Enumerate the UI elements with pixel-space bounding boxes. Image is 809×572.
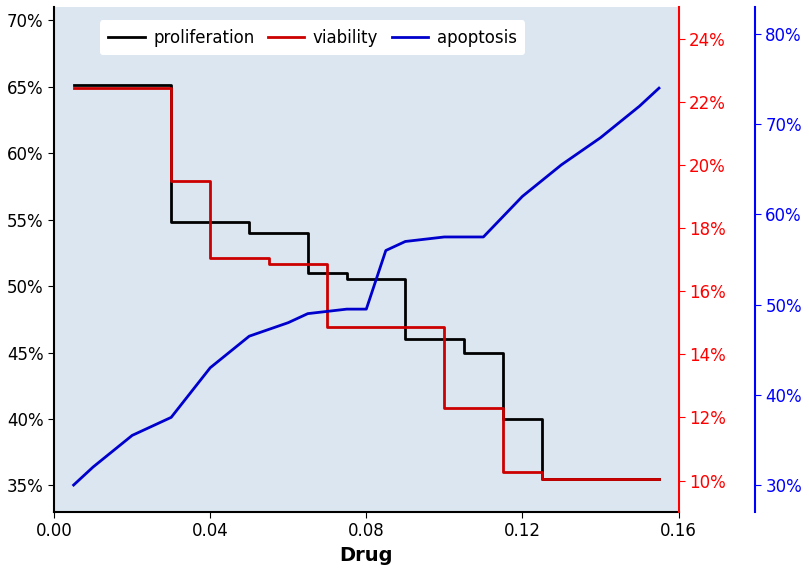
viability [205,178,215,185]
apoptosis [342,305,352,312]
apoptosis [244,333,254,340]
viability [654,475,664,482]
viability [167,85,176,92]
proliferation [127,82,137,89]
apoptosis [381,247,391,254]
apoptosis [557,161,566,168]
proliferation [167,219,176,226]
proliferation [459,349,468,356]
proliferation [537,475,547,482]
viability [381,324,391,331]
viability [439,405,449,412]
apoptosis [303,310,312,317]
proliferation [127,82,137,89]
proliferation [537,416,547,423]
viability [498,405,508,412]
apoptosis [518,193,527,200]
viability [537,475,547,482]
apoptosis [439,233,449,240]
viability [498,469,508,476]
proliferation [167,82,176,89]
apoptosis [283,319,293,326]
apoptosis [167,414,176,421]
proliferation [498,349,508,356]
apoptosis [69,482,78,488]
proliferation [654,475,664,482]
proliferation [459,336,468,343]
proliferation [244,219,254,226]
apoptosis [127,432,137,439]
proliferation [498,416,508,423]
proliferation [303,269,312,276]
apoptosis [654,85,664,92]
viability [69,85,78,92]
apoptosis [205,364,215,371]
proliferation [69,82,78,89]
viability [323,260,332,267]
Legend: proliferation, viability, apoptosis: proliferation, viability, apoptosis [100,21,525,55]
apoptosis [88,463,98,470]
viability [264,260,273,267]
proliferation [400,276,410,283]
Line: apoptosis: apoptosis [74,88,659,485]
apoptosis [634,103,644,110]
Line: proliferation: proliferation [74,85,659,479]
viability [381,324,391,331]
viability [439,324,449,331]
apoptosis [595,134,605,141]
apoptosis [362,305,371,312]
viability [167,178,176,185]
X-axis label: Drug: Drug [340,546,393,565]
proliferation [244,229,254,236]
proliferation [342,276,352,283]
Line: viability: viability [74,88,659,479]
proliferation [342,269,352,276]
proliferation [303,229,312,236]
apoptosis [400,238,410,245]
viability [205,255,215,261]
viability [264,255,273,261]
viability [323,324,332,331]
proliferation [400,336,410,343]
viability [537,469,547,476]
apoptosis [479,233,489,240]
